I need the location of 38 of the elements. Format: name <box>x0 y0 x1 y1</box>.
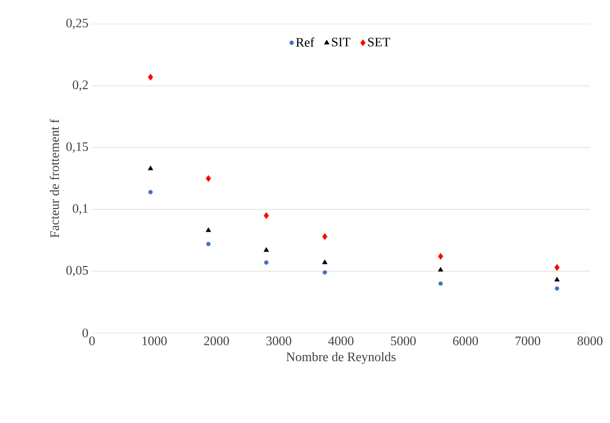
point <box>322 233 328 240</box>
legend-label: Ref <box>296 37 314 47</box>
point <box>438 252 444 260</box>
x-tick-label: 0 <box>89 336 95 346</box>
x-axis-title: Nombre de Reynolds <box>286 352 396 364</box>
point <box>554 276 560 282</box>
point <box>438 281 443 286</box>
point <box>148 74 154 81</box>
x-tick-label: 2000 <box>204 336 229 346</box>
y-tick-label: 0,1 <box>72 204 88 215</box>
x-tick-label: 5000 <box>391 336 416 346</box>
point <box>264 212 269 219</box>
x-tick-label: 8000 <box>578 336 602 346</box>
point <box>206 175 211 182</box>
x-tick-label: 1000 <box>142 336 167 346</box>
x-tick-label: 3000 <box>266 336 292 346</box>
point <box>206 242 211 246</box>
legend-label: SIT <box>332 38 350 46</box>
y-tick-label: 0,05 <box>66 266 88 277</box>
x-tick-label: 7000 <box>516 336 540 346</box>
y-tick-label: 0,15 <box>66 142 88 153</box>
legend-label: SET <box>368 38 390 46</box>
point <box>322 260 328 264</box>
point <box>264 260 268 265</box>
y-tick-label: 0,2 <box>72 80 88 92</box>
point <box>438 266 444 272</box>
point <box>554 286 560 291</box>
point <box>148 166 154 170</box>
y-tick-label: 0,25 <box>66 18 88 30</box>
y-axis-title: Facteur de frottement f <box>50 118 59 238</box>
point <box>554 264 560 271</box>
x-tick-label: 6000 <box>453 336 478 346</box>
x-tick-label: 4000 <box>328 336 354 346</box>
y-tick-label: 0 <box>82 328 88 338</box>
point <box>322 270 328 275</box>
point <box>206 227 212 232</box>
point <box>148 190 153 194</box>
point <box>264 247 269 252</box>
